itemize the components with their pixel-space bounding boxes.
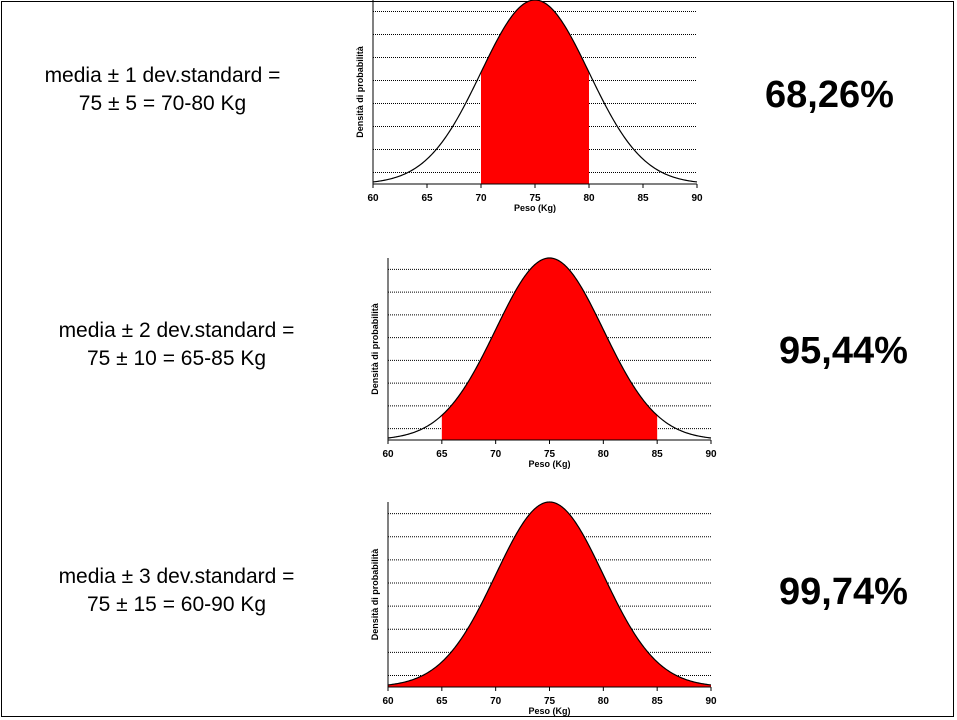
shaded-area (388, 502, 711, 687)
caption-1-line1: media ± 1 dev.standard = (44, 64, 281, 87)
x-tick-label: 80 (583, 193, 595, 204)
x-tick-label: 85 (652, 696, 664, 707)
x-tick-label: 70 (490, 696, 502, 707)
x-tick-label: 75 (544, 449, 556, 460)
normal-curve (387, 501, 712, 686)
normal-curve (372, 0, 698, 183)
caption-1: media ± 1 dev.standard = 75 ± 5 = 70-80 … (0, 62, 325, 118)
caption-3-line1: media ± 3 dev.standard = (58, 565, 295, 588)
x-tick-label: 90 (691, 193, 703, 204)
x-tick-label: 70 (490, 449, 502, 460)
x-tick-label: 75 (544, 696, 556, 707)
x-axis-label: Peso (Kg) (528, 459, 570, 469)
x-tick-label: 80 (598, 696, 610, 707)
percent-2: 95,44% (779, 330, 908, 372)
caption-2-line1: media ± 2 dev.standard = (58, 319, 295, 342)
caption-3: media ± 3 dev.standard = 75 ± 15 = 60-90… (14, 563, 339, 619)
caption-2: media ± 2 dev.standard = 75 ± 10 = 65-85… (14, 317, 339, 373)
x-tick-label: 85 (637, 193, 649, 204)
x-tick-label: 60 (382, 696, 394, 707)
y-axis-label: Densità di probabilità (370, 302, 380, 395)
percent-3: 99,74% (779, 571, 908, 613)
x-tick-label: 85 (652, 449, 664, 460)
y-axis-label: Densità di probabilità (355, 45, 365, 138)
shaded-area (481, 0, 589, 184)
caption-1-line2: 75 ± 5 = 70-80 Kg (78, 92, 247, 115)
y-axis-label: Densità di probabilità (370, 548, 380, 641)
x-tick-label: 60 (367, 193, 379, 204)
caption-3-line2: 75 ± 15 = 60-90 Kg (86, 593, 267, 616)
percent-1: 68,26% (765, 74, 894, 116)
x-axis-label: Peso (Kg) (514, 203, 556, 213)
x-tick-label: 65 (421, 193, 433, 204)
x-tick-label: 70 (475, 193, 487, 204)
x-tick-label: 80 (598, 449, 610, 460)
x-tick-label: 60 (382, 449, 394, 460)
x-tick-label: 65 (436, 449, 448, 460)
x-tick-label: 75 (529, 193, 541, 204)
shaded-area (441, 258, 658, 440)
x-tick-label: 90 (705, 449, 717, 460)
caption-2-line2: 75 ± 10 = 65-85 Kg (86, 347, 267, 370)
x-axis-label: Peso (Kg) (528, 706, 570, 716)
normal-curve (387, 257, 712, 439)
x-tick-label: 90 (705, 696, 717, 707)
x-tick-label: 65 (436, 696, 448, 707)
